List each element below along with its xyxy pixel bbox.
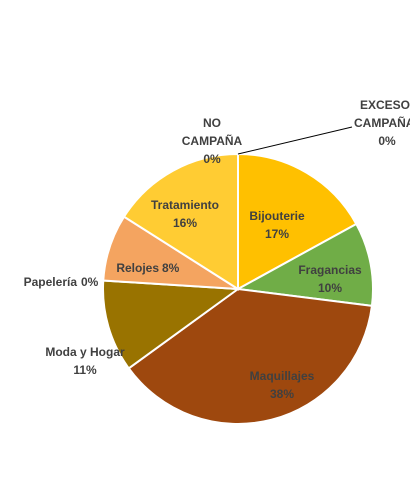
slice-value-papeleria: 0% (81, 275, 99, 289)
slice-label-tratamiento: Tratamiento (151, 198, 219, 212)
slice-label-no-campana-line1: NO (203, 116, 221, 130)
leader-line-exceso-campana (237, 126, 353, 155)
leader-lines (237, 126, 353, 155)
slice-label-moda-y-hogar: Moda y Hogar (45, 345, 125, 359)
slice-label-relojes: Relojes (116, 261, 159, 275)
pie-slice-tratamiento[interactable] (122, 152, 239, 291)
slice-value-fragancias: 10% (318, 281, 342, 295)
slice-label-exceso-campana-line1: EXCESO (360, 98, 410, 112)
slice-label-no-campana-line2: CAMPAÑA (182, 133, 243, 148)
pie-slices (102, 152, 374, 425)
pie-slice-moda-y-hogar[interactable] (102, 279, 241, 370)
pie-slice-maquillajes[interactable] (127, 287, 374, 425)
slice-label-papeleria: Papelería (24, 275, 78, 289)
slice-value-relojes: 8% (162, 261, 180, 275)
slice-label-bijouterie: Bijouterie (249, 209, 305, 223)
slice-value-no-campana: 0% (203, 152, 221, 166)
pie-slice-fragancias[interactable] (234, 222, 374, 308)
slice-value-bijouterie: 17% (265, 227, 289, 241)
slice-value-tratamiento: 16% (173, 216, 197, 230)
slice-value-maquillajes: 38% (270, 387, 294, 401)
data-labels: Bijouterie 17% Fragancias 10% Maquillaje… (24, 98, 410, 401)
slice-label-fragancias: Fragancias (298, 263, 362, 277)
slice-label-exceso-campana-line2: CAMPAÑA (354, 115, 410, 130)
pie-slice-bijouterie[interactable] (237, 152, 358, 291)
slice-label-maquillajes: Maquillajes (250, 369, 315, 383)
slice-value-exceso-campana: 0% (378, 134, 396, 148)
slice-value-moda-y-hogar: 11% (73, 363, 97, 377)
